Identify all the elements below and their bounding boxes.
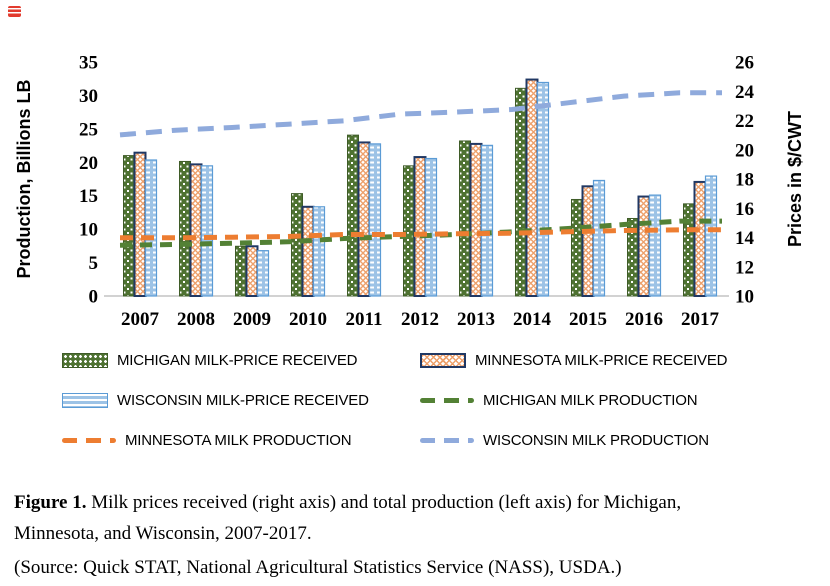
bar-2008 — [179, 160, 191, 297]
legend-item-wisconsin-price: WISCONSIN MILK-PRICE RECEIVED — [62, 389, 369, 411]
bar-2017 — [704, 175, 718, 297]
x-axis-year-label: 2009 — [233, 309, 271, 330]
green-pattern-swatch-icon — [62, 352, 108, 368]
figure-caption-text: Milk prices received (right axis) and to… — [14, 492, 682, 545]
milk-price-production-chart: 0 5 10 15 20 25 30 35 10 12 14 16 18 20 22 24 26 2007 2008… — [14, 53, 805, 331]
x-axis-year-label: 2008 — [177, 309, 215, 330]
x-axis-year-label: 2014 — [513, 309, 552, 330]
bar-2016 — [637, 195, 651, 297]
x-axis-year-label: 2016 — [625, 309, 663, 330]
left-axis-tick: 5 — [89, 253, 99, 274]
figure-caption: Figure 1. Milk prices received (right ax… — [14, 487, 726, 550]
orange-dashed-line-icon — [62, 437, 116, 443]
bar-2015 — [581, 185, 595, 297]
bar-series-1 — [133, 78, 707, 298]
legend-item-minnesota-price: MINNESOTA MILK-PRICE RECEIVED — [420, 349, 728, 371]
bar-2008 — [189, 163, 203, 297]
bar-2015 — [592, 179, 606, 297]
bar-2010 — [291, 193, 303, 297]
legend-label: MINNESOTA MILK-PRICE RECEIVED — [475, 351, 728, 369]
bar-2017 — [693, 180, 707, 297]
bar-2007 — [144, 159, 158, 297]
x-axis-year-label: 2007 — [121, 309, 160, 330]
legend-label: MICHIGAN MILK-PRICE RECEIVED — [117, 351, 358, 369]
bar-2009 — [256, 250, 270, 297]
red-placeholder-icon — [8, 6, 21, 17]
right-axis-tick: 16 — [735, 199, 754, 220]
figure-source: (Source: Quick STAT, National Agricultur… — [14, 557, 622, 578]
bar-2012 — [403, 165, 415, 297]
bar-2010 — [312, 206, 326, 297]
bar-2010 — [301, 205, 315, 298]
right-axis-tick: 22 — [735, 111, 754, 132]
figure-caption-label: Figure 1. — [14, 492, 87, 513]
bar-series-2 — [144, 81, 718, 297]
right-axis-tick: 12 — [735, 257, 754, 278]
legend-item-michigan-production: MICHIGAN MILK PRODUCTION — [420, 389, 698, 411]
left-axis-tick: 20 — [79, 153, 98, 174]
bar-2007 — [123, 155, 135, 297]
right-axis-tick: 24 — [735, 82, 755, 103]
green-dashed-line-icon — [420, 397, 474, 403]
bar-2009 — [245, 245, 259, 297]
bar-2013 — [480, 144, 494, 297]
bar-2014 — [515, 87, 527, 297]
bar-2011 — [357, 141, 371, 297]
x-axis-year-label: 2010 — [289, 309, 327, 330]
x-axis-year-label: 2012 — [401, 309, 439, 330]
bar-2009 — [235, 245, 247, 297]
x-axis-year-label: 2015 — [569, 309, 607, 330]
bar-2011 — [347, 134, 359, 297]
bar-2014 — [525, 78, 539, 297]
line-series-0 — [119, 218, 722, 248]
bar-2013 — [459, 140, 471, 297]
left-axis-tick: 10 — [79, 220, 98, 241]
left-axis-tick: 25 — [79, 119, 98, 140]
bar-2011 — [368, 143, 382, 297]
right-axis-tick: 20 — [735, 140, 754, 161]
left-axis-tick: 0 — [89, 287, 99, 308]
bar-2014 — [536, 81, 550, 297]
right-axis-tick: 14 — [735, 228, 755, 249]
left-axis-tick: 30 — [79, 86, 98, 107]
legend-label: MICHIGAN MILK PRODUCTION — [483, 391, 698, 409]
bar-2015 — [571, 198, 583, 297]
legend-item-wisconsin-production: WISCONSIN MILK PRODUCTION — [420, 429, 709, 451]
legend-item-minnesota-production: MINNESOTA MILK PRODUCTION — [62, 429, 352, 451]
legend-label: WISCONSIN MILK-PRICE RECEIVED — [117, 391, 369, 409]
chart-canvas: 0 5 10 15 20 25 30 35 10 12 14 16 18 20 22 24 26 2007 2008… — [14, 53, 805, 331]
left-axis-title: Production, Billions LB — [14, 80, 34, 279]
orange-pattern-swatch-icon — [420, 352, 466, 368]
x-axis-year-label: 2017 — [681, 309, 720, 330]
bar-2013 — [469, 142, 483, 297]
line-series-2 — [119, 90, 722, 138]
right-axis-tick: 26 — [735, 53, 754, 74]
bar-2012 — [424, 157, 438, 297]
right-axis-title: Prices in $/CWT — [785, 111, 805, 247]
left-axis-tick: 15 — [79, 186, 98, 207]
blue-dashed-line-icon — [420, 437, 474, 443]
bar-2016 — [648, 194, 662, 297]
right-axis-tick: 10 — [735, 287, 754, 308]
bar-2017 — [683, 203, 695, 297]
blue-pattern-swatch-icon — [62, 392, 108, 408]
right-axis-tick: 18 — [735, 170, 754, 191]
legend-label: MINNESOTA MILK PRODUCTION — [125, 431, 352, 449]
legend-label: WISCONSIN MILK PRODUCTION — [483, 431, 709, 449]
left-axis-tick: 35 — [79, 53, 98, 74]
bar-2012 — [413, 156, 427, 297]
x-axis-year-label: 2013 — [457, 309, 495, 330]
bar-2008 — [200, 165, 214, 297]
legend-item-michigan-price: MICHIGAN MILK-PRICE RECEIVED — [62, 349, 357, 371]
line-series-1 — [120, 227, 722, 241]
bar-2007 — [133, 151, 147, 297]
x-axis-year-label: 2011 — [346, 309, 383, 330]
